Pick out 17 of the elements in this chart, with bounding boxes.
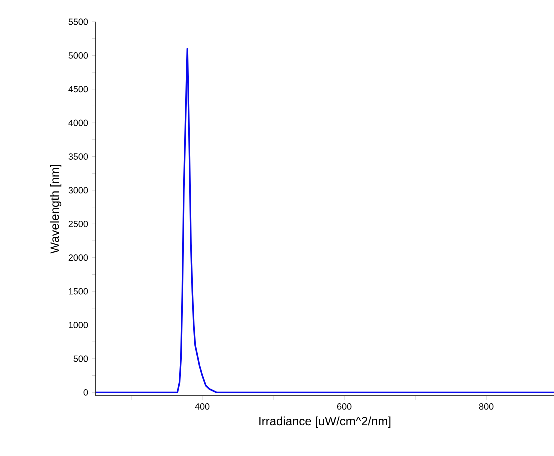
y-tick-label: 3500 [68, 154, 88, 160]
y-tick-label: 500 [74, 356, 88, 362]
y-tick-label: 5500 [68, 18, 88, 26]
y-tick-label: 3000 [68, 187, 88, 194]
y-tick-label: 0 [84, 389, 88, 396]
y-tick-label: 1500 [69, 288, 88, 295]
x-tick-label: 400 [195, 404, 210, 410]
y-tick-label: 2500 [68, 220, 88, 228]
x-tick-label: 800 [479, 404, 494, 410]
y-tick-label: 4500 [68, 86, 88, 93]
y-tick-label: 2000 [68, 254, 88, 262]
x-axis-title: Irradiance [uW/cm^2/nm] [260, 416, 391, 428]
x-tick-label: 600 [337, 404, 352, 410]
y-tick-label: 5000 [68, 52, 88, 59]
y-tick-label: 1000 [69, 322, 88, 328]
y-axis-title: Wavelength [nm] [50, 165, 62, 254]
y-tick-label: 4000 [68, 120, 88, 126]
